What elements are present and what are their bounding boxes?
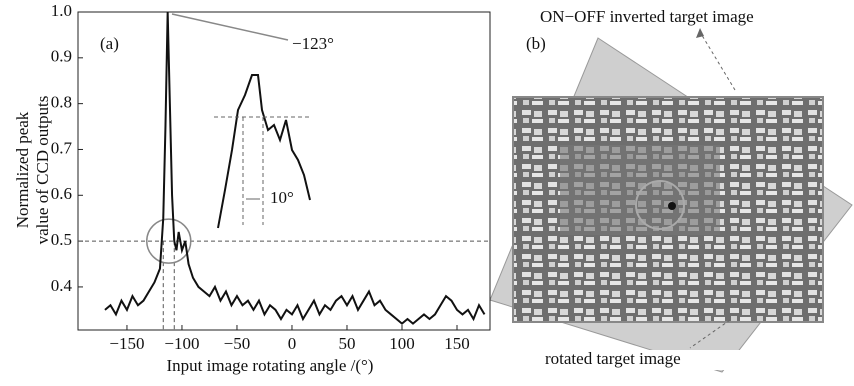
y-tick-label: 0.7 bbox=[51, 138, 73, 157]
y-tick-label: 0.5 bbox=[51, 230, 72, 249]
y-tick-label: 0.8 bbox=[51, 93, 72, 112]
peak-annotation: −123° bbox=[292, 34, 334, 53]
y-axis-label: Normalized peak bbox=[13, 111, 32, 228]
arrow bbox=[700, 32, 735, 90]
data-line bbox=[105, 12, 485, 324]
image-panel-label: (b) bbox=[526, 34, 546, 53]
width-annotation: 10° bbox=[270, 188, 294, 207]
panel-label: (a) bbox=[100, 34, 119, 53]
x-tick-label: 150 bbox=[444, 334, 470, 353]
image-bottom-label: rotated target image bbox=[545, 349, 681, 368]
y-tick-label: 0.6 bbox=[51, 184, 72, 203]
y-axis-label: value of CCD outputs bbox=[33, 96, 52, 245]
image-top-label: ON−OFF inverted target image bbox=[540, 7, 754, 26]
y-tick-label: 0.9 bbox=[51, 47, 72, 66]
y-tick-label: 1.0 bbox=[51, 1, 72, 20]
x-tick-label: −50 bbox=[224, 334, 251, 353]
x-tick-label: 0 bbox=[288, 334, 297, 353]
peak-arrow bbox=[172, 14, 288, 40]
target-dot bbox=[668, 202, 676, 210]
x-tick-label: −150 bbox=[109, 334, 144, 353]
x-tick-label: 100 bbox=[389, 334, 415, 353]
inset-curve bbox=[218, 75, 310, 228]
x-tick-label: −100 bbox=[164, 334, 199, 353]
plot-frame bbox=[78, 12, 490, 330]
y-tick-label: 0.4 bbox=[51, 276, 73, 295]
figure: ON−OFF inverted target image (b) rotated… bbox=[0, 0, 854, 381]
x-tick-label: 50 bbox=[338, 334, 355, 353]
x-axis-label: Input image rotating angle /(°) bbox=[167, 356, 374, 375]
